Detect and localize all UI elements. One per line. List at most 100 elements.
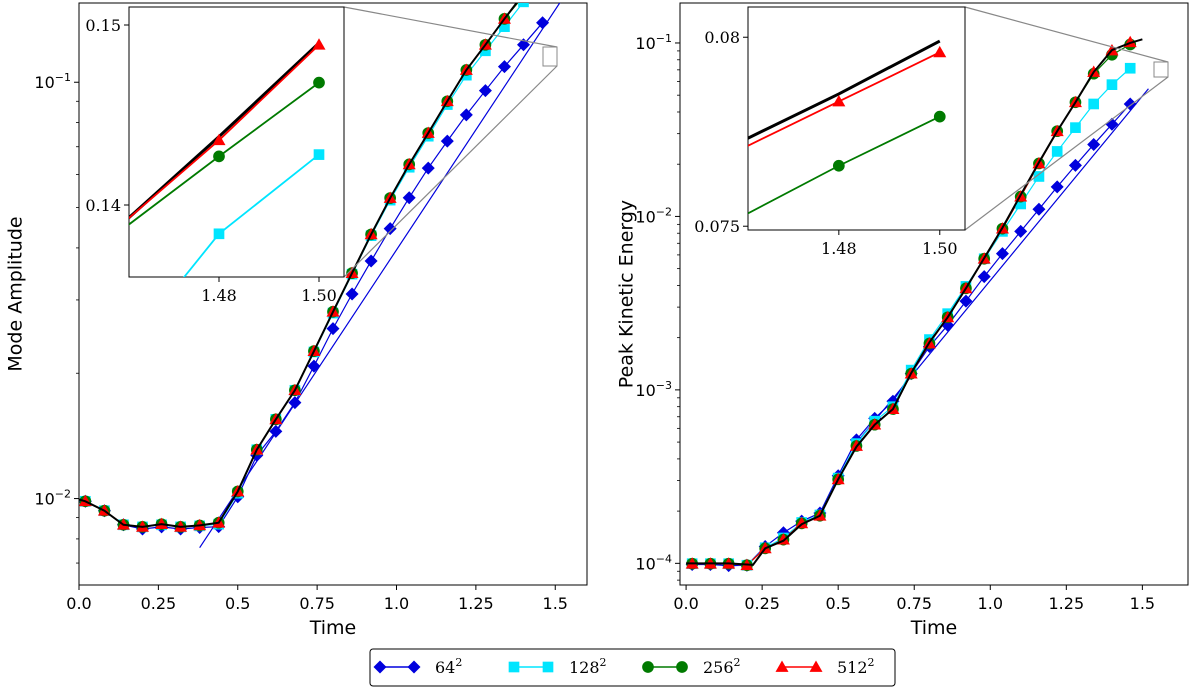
data-point-128 — [1015, 198, 1027, 210]
inset-point-512 — [832, 94, 846, 107]
data-point-64 — [1032, 202, 1046, 216]
data-point-64 — [402, 191, 416, 205]
legend-label-128: 1282 — [569, 656, 607, 677]
legend-marker — [775, 660, 789, 672]
x-axis-label: Time — [910, 617, 958, 639]
inset-point-256 — [213, 150, 225, 163]
legend-marker — [508, 661, 520, 673]
zoom-connector — [343, 6, 558, 48]
data-point-64 — [536, 16, 550, 30]
legend-marker — [407, 660, 421, 674]
plot-frame — [78, 2, 588, 586]
data-point-512 — [849, 439, 863, 451]
inset-x-tick-label: 1.50 — [301, 286, 337, 305]
inset-point-256 — [832, 159, 845, 172]
legend-label-256: 2562 — [703, 656, 741, 677]
legend-marker — [642, 661, 654, 673]
data-point-128 — [1124, 62, 1136, 74]
data-point-64 — [364, 254, 378, 268]
data-point-64 — [345, 287, 359, 301]
inset-y-tick-label: 0.075 — [694, 217, 740, 236]
inset-point-128 — [313, 149, 325, 160]
inset-x-tick-label: 1.48 — [821, 239, 857, 258]
data-point-64 — [995, 247, 1009, 261]
data-point-64 — [269, 424, 283, 438]
x-tick-label: 0.5 — [225, 594, 250, 613]
inset-point-512 — [312, 38, 326, 50]
inset-x-tick-label: 1.50 — [922, 239, 958, 258]
data-point-128 — [1070, 122, 1081, 133]
x-tick-label: 1.0 — [978, 594, 1003, 613]
x-tick-label: 1.25 — [1049, 594, 1085, 613]
data-point-64 — [497, 60, 511, 74]
y-tick-label: 10−1 — [34, 71, 71, 92]
inset-frame — [128, 6, 345, 278]
data-point-128 — [1033, 171, 1045, 182]
x-tick-label: 0.75 — [896, 594, 932, 613]
plot-frame — [679, 2, 1189, 586]
inset-data — [129, 38, 326, 277]
data-point-512 — [795, 516, 809, 529]
y-tick-label: 10−2 — [34, 488, 71, 509]
inset: 1.48 1.50 0.075 0.08 — [694, 6, 966, 258]
legend-marker — [809, 660, 823, 672]
x-tick-label: 0.75 — [299, 594, 335, 613]
zoom-connector — [964, 6, 1169, 63]
inset-point-512 — [933, 45, 947, 58]
y-axis-label: Mode Amplitude — [5, 216, 27, 371]
data-point-64 — [1087, 137, 1101, 151]
data-point-64 — [383, 222, 397, 236]
x-tick-label: 1.5 — [1130, 594, 1155, 613]
x-axis-label: Time — [309, 617, 357, 639]
x-tick-label: 1.0 — [384, 594, 409, 613]
data-point-64 — [421, 161, 435, 175]
data-point-128 — [1088, 98, 1100, 110]
inset-x-tick-label: 1.48 — [201, 286, 237, 305]
zoom-region — [1153, 61, 1169, 78]
data-point-64 — [288, 396, 302, 410]
y-tick-label: 10−2 — [635, 205, 672, 226]
data-point-128 — [518, 3, 529, 8]
inset-y-tick-label: 0.15 — [85, 16, 121, 35]
inset-y-tick-label: 0.08 — [704, 28, 740, 47]
legend-marker — [676, 661, 688, 673]
x-tick-label: 0.25 — [141, 594, 177, 613]
data-point-128 — [480, 45, 491, 57]
zoom-connector — [343, 65, 558, 278]
y-tick-label: 10−1 — [635, 32, 672, 53]
data-area — [685, 35, 1149, 573]
x-tick-label: 0.0 — [673, 594, 698, 613]
reference-curve — [686, 38, 1143, 566]
data-point-64 — [959, 294, 973, 308]
inset-point-256 — [313, 76, 325, 89]
data-point-64 — [977, 270, 991, 284]
legend-label-64: 642 — [435, 656, 462, 677]
data-point-64 — [326, 322, 340, 336]
data-point-128 — [499, 21, 510, 32]
inset-reference-curve — [748, 39, 941, 140]
x-tick-label: 0.5 — [825, 594, 850, 613]
legend-frame — [369, 648, 896, 687]
inset-y-tick-label: 0.14 — [85, 196, 121, 215]
x-tick-label: 0.0 — [66, 594, 91, 613]
data-point-64 — [307, 359, 321, 373]
data-point-64 — [440, 134, 454, 148]
inset-point-256 — [933, 110, 946, 123]
inset: 1.48 1.50 0.14 0.15 — [85, 6, 345, 305]
data-point-64 — [1068, 158, 1082, 172]
legend-marker — [373, 660, 387, 674]
x-tick-label: 1.25 — [458, 594, 494, 613]
kinetic-energy-panel: 0.0 0.25 0.5 0.75 1.0 1.25 1.5 10−4 10−3 10−2 10−1… — [616, 2, 1189, 639]
zoom-connector — [964, 76, 1169, 231]
x-tick-label: 0.25 — [744, 594, 780, 613]
legend-label-512: 5122 — [837, 656, 875, 677]
legend-marker — [542, 661, 554, 673]
x-tick-label: 1.5 — [543, 594, 568, 613]
data-area — [79, 3, 561, 549]
inset-data — [748, 39, 947, 215]
data-point-128 — [1106, 79, 1118, 90]
data-point-64 — [478, 84, 492, 98]
reference-curve — [79, 3, 518, 528]
legend: 642 1282 2562 5122 — [369, 648, 896, 687]
